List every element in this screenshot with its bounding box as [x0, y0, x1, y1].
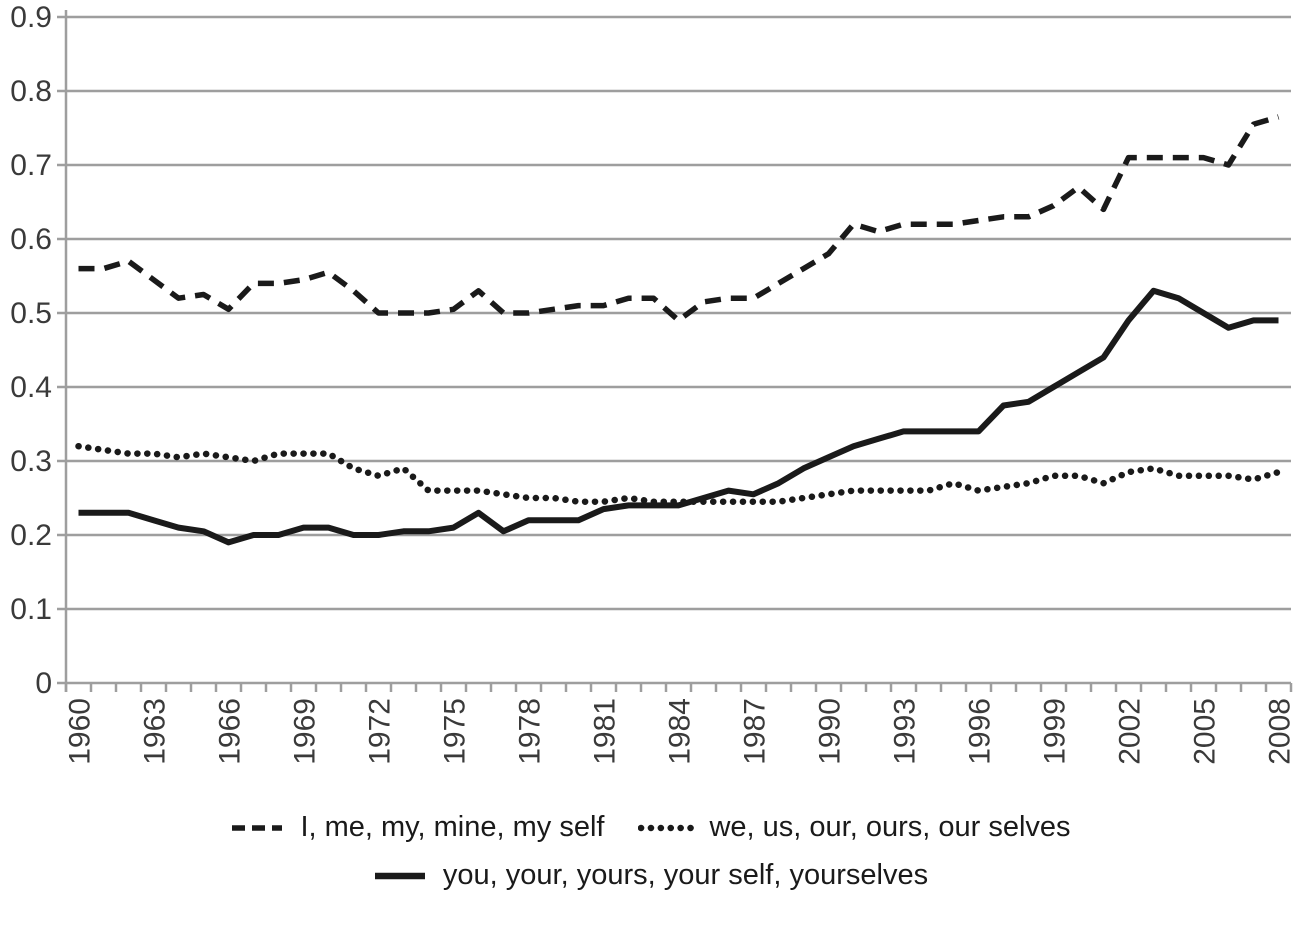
y-axis-tick-label: 0.6	[10, 223, 52, 256]
legend-swatch-dashed	[232, 825, 283, 831]
legend: I, me, my, mine, my self we, us, our, our…	[0, 811, 1300, 892]
legend-label: I, me, my, mine, my self	[300, 811, 605, 843]
legend-row-1: I, me, my, mine, my self we, us, our, our…	[229, 811, 1071, 844]
y-axis-tick-label: 0.3	[10, 445, 52, 478]
x-axis-tick-label: 1969	[289, 698, 322, 765]
legend-label: you, your, yours, your self, yourselves	[442, 858, 929, 891]
x-axis-tick-label: 2008	[1264, 698, 1297, 765]
x-axis-tick-label: 1960	[64, 698, 97, 765]
x-axis-tick-label: 1996	[964, 698, 997, 765]
legend-swatch-solid	[374, 872, 425, 880]
y-axis-tick-label: 0.7	[10, 149, 52, 182]
x-axis-tick-label: 1990	[814, 698, 847, 765]
legend-item: we, us, our, ours, our selves	[638, 811, 1071, 844]
x-axis-tick-label: 1972	[364, 698, 397, 765]
y-axis-tick-label: 0.8	[10, 75, 52, 108]
x-axis-tick-label: 2002	[1114, 698, 1147, 765]
y-axis-tick-label: 0.2	[10, 519, 52, 552]
legend-label: we, us, our, ours, our selves	[709, 811, 1071, 843]
x-axis-tick-label: 1981	[589, 698, 622, 765]
legend-item: I, me, my, mine, my self	[229, 811, 605, 844]
y-axis-tick-label: 0.5	[10, 297, 52, 330]
x-axis-tick-label: 1975	[439, 698, 472, 765]
x-axis-tick-label: 1978	[514, 698, 547, 765]
x-axis-tick-label: 1966	[214, 698, 247, 765]
x-axis-tick-label: 1963	[139, 698, 172, 765]
series-line-dotted	[75, 442, 1282, 505]
y-axis-tick-label: 0	[35, 667, 52, 700]
x-axis-tick-label: 2005	[1189, 698, 1222, 765]
x-axis-tick-label: 1987	[739, 698, 772, 765]
series-line-solid	[78, 287, 1279, 546]
y-axis-tick-label: 0.9	[10, 1, 52, 34]
y-axis-tick-label: 0.1	[10, 593, 52, 626]
x-axis-tick-label: 1999	[1039, 698, 1072, 765]
series-line-dashed	[78, 114, 1280, 324]
y-axis-tick-label: 0.4	[10, 371, 52, 404]
x-axis-tick-label: 1984	[664, 698, 697, 765]
legend-swatch-dotted	[638, 824, 695, 832]
legend-item: you, your, yours, your self, yourselves	[372, 858, 929, 892]
x-axis-tick-label: 1993	[889, 698, 922, 765]
legend-row-2: you, your, yours, your self, yourselves	[372, 858, 929, 892]
